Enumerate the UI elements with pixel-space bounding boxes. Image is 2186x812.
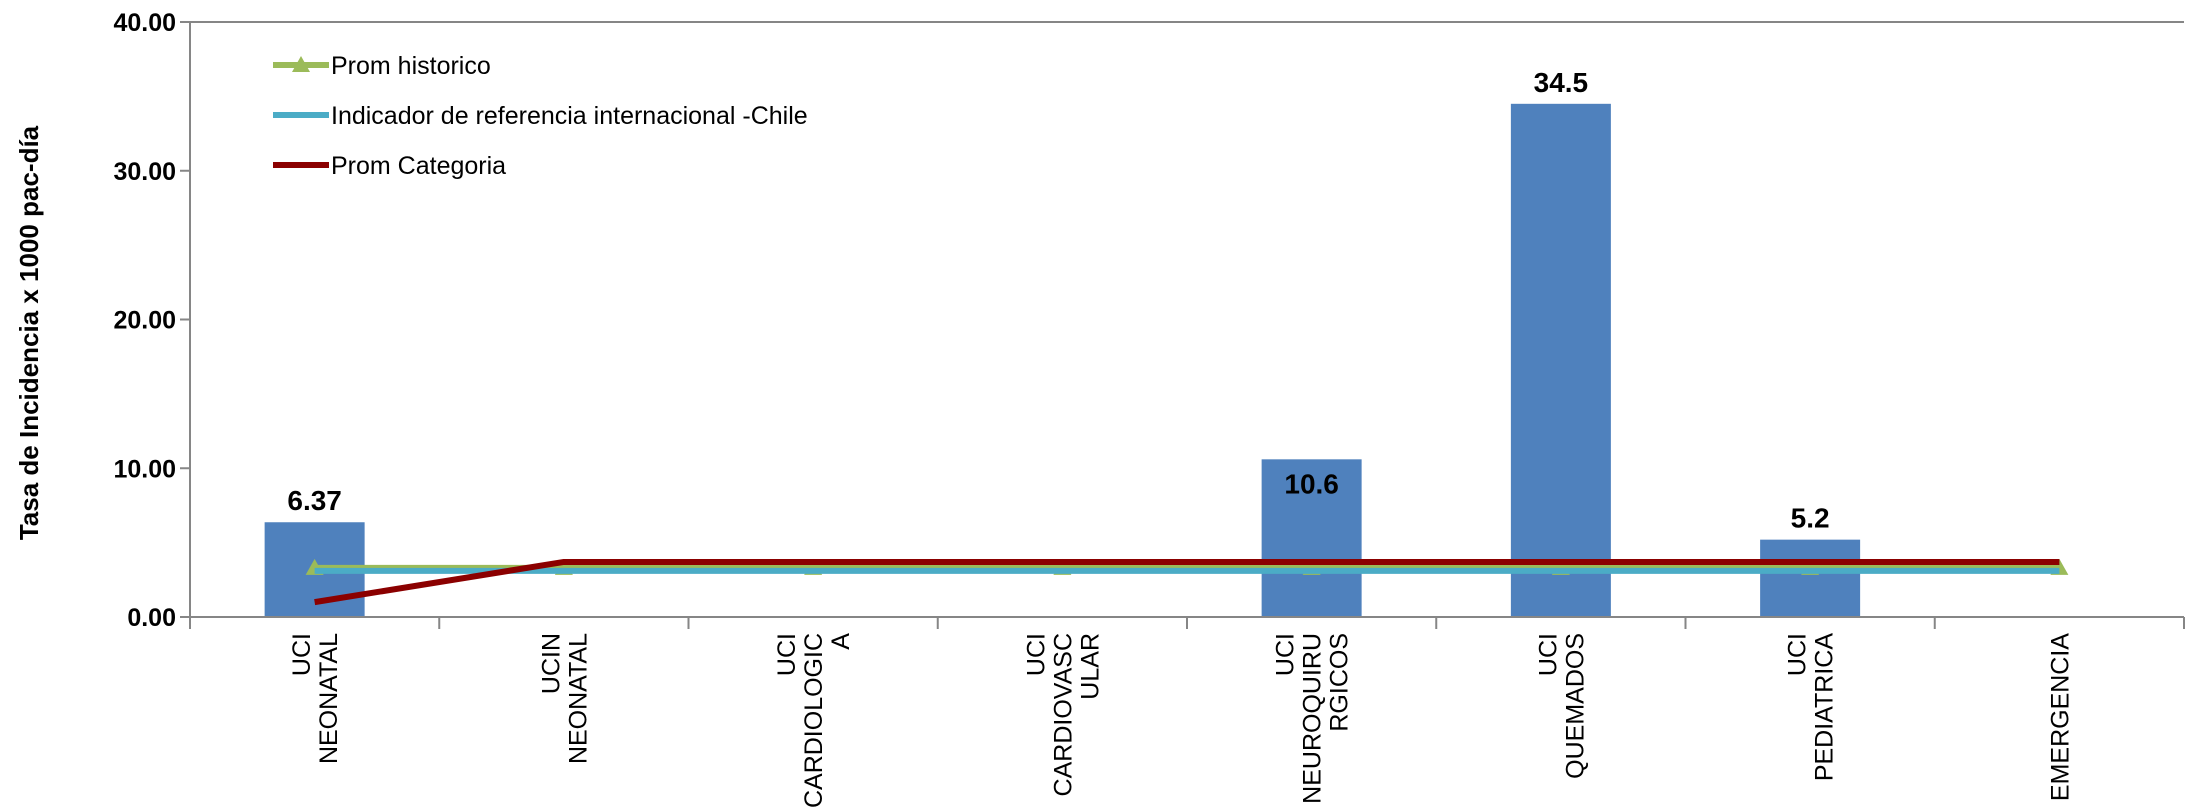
y-tick-label: 10.00 xyxy=(113,455,176,483)
x-tick-label: UCI NEUROQUIRU RGICOS xyxy=(1272,633,1354,804)
x-tick-label-line: NEONATAL xyxy=(315,633,343,764)
data-label: 10.6 xyxy=(1284,468,1339,499)
x-tick-label-line: UCI xyxy=(773,633,801,676)
legend-label: Prom Categoria xyxy=(331,152,506,180)
x-tick-label-line: QUEMADOS xyxy=(1561,633,1589,779)
x-tick-label-line: UCI xyxy=(288,633,316,676)
x-tick-label: UCI PEDIATRICA xyxy=(1784,633,1839,781)
lines-layer xyxy=(305,558,2069,606)
x-tick-label-line: UCIN xyxy=(537,633,565,694)
bars-layer xyxy=(264,103,1861,617)
y-tick-label: 0.00 xyxy=(127,604,176,632)
bar xyxy=(1760,539,1861,617)
x-tick-label-line: ULAR xyxy=(1076,633,1104,700)
x-tick-label-line: A xyxy=(827,633,855,650)
x-tick-label-line: UCI xyxy=(1534,633,1562,676)
x-tick-label-line: PEDIATRICA xyxy=(1811,633,1839,781)
bar xyxy=(1261,459,1362,617)
x-tick-label-line: EMERGENCIA xyxy=(2046,633,2074,801)
x-tick-label-line: NEONATAL xyxy=(564,633,592,764)
x-tick-label: UCI CARDIOLOGIC A xyxy=(773,633,855,808)
y-tick-label: 20.00 xyxy=(113,307,176,335)
x-tick-label-line: RGICOS xyxy=(1326,633,1354,732)
x-tick-label-line: UCI xyxy=(1784,633,1812,676)
x-tick-label-line: CARDIOLOGIC xyxy=(800,633,828,808)
series-line-2 xyxy=(314,558,2060,606)
axes-layer: 0.00 10.00 20.00 30.00 40.00 xyxy=(113,9,2185,632)
legend-label: Indicador de referencia internacional -C… xyxy=(331,102,808,130)
y-tick-label: 40.00 xyxy=(113,9,176,37)
legend: Prom historico Indicador de referencia in… xyxy=(273,52,808,180)
x-tick-label: UCI CARDIOVASC ULAR xyxy=(1022,633,1104,796)
data-label: 34.5 xyxy=(1534,67,1589,98)
labels-layer: UCI NEONATAL UCIN NEONATAL UCI CARDIOLOGIC A UC… xyxy=(287,67,2074,808)
x-tick-label-line: UCI xyxy=(1272,633,1300,676)
y-tick-label: 30.00 xyxy=(113,158,176,186)
y-axis-title: Tasa de Incidencia x 1000 pac-día xyxy=(14,125,44,540)
data-label: 5.2 xyxy=(1791,503,1830,534)
x-tick-label: EMERGENCIA xyxy=(2046,633,2074,801)
x-tick-label: UCIN NEONATAL xyxy=(537,633,592,764)
x-tick-label-line: UCI xyxy=(1022,633,1050,676)
x-tick-label-line: CARDIOVASC xyxy=(1049,633,1077,796)
data-label: 6.37 xyxy=(287,485,342,516)
x-tick-label: UCI NEONATAL xyxy=(288,633,343,764)
legend-label: Prom historico xyxy=(331,52,491,80)
x-tick-label: UCI QUEMADOS xyxy=(1534,633,1589,779)
x-tick-label-line: NEUROQUIRU xyxy=(1299,633,1327,804)
legend-marker xyxy=(292,56,310,72)
bar xyxy=(1510,103,1611,617)
